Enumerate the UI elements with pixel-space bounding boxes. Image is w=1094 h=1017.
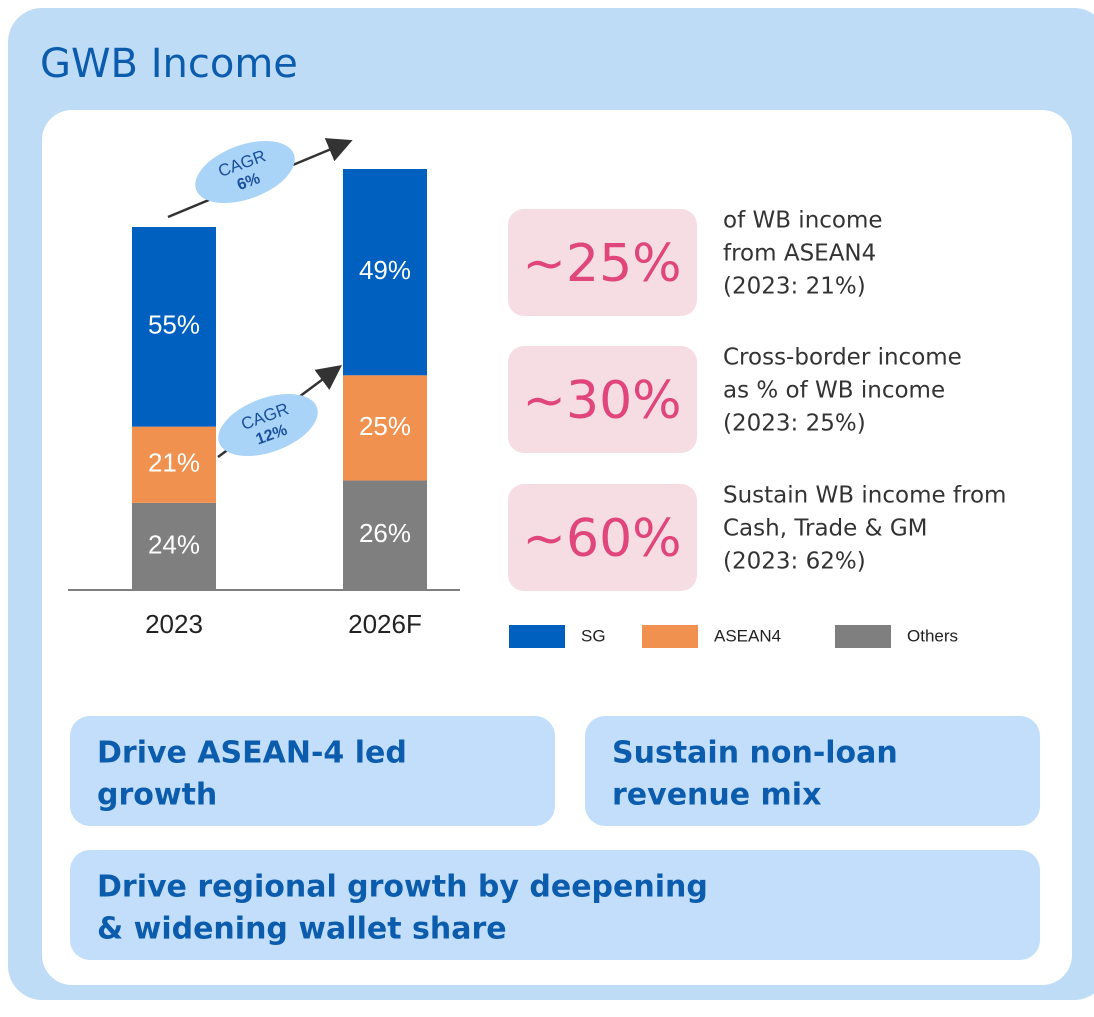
kpi-value: ~25% xyxy=(522,234,681,294)
legend-swatch xyxy=(835,625,891,648)
legend-label: ASEAN4 xyxy=(714,626,781,645)
x-tick-label: 2026F xyxy=(348,609,422,639)
page-title: GWB Income xyxy=(40,41,298,87)
value-label: 49% xyxy=(359,255,411,285)
bar-segment xyxy=(132,426,216,503)
x-tick-label: 2023 xyxy=(145,609,203,639)
kpi-text: (2023: 25%) xyxy=(723,411,866,437)
bar-segment xyxy=(343,375,427,481)
goal-text: & widening wallet share xyxy=(97,912,507,947)
cagr-ellipse xyxy=(218,394,318,456)
goal-pill xyxy=(585,716,1040,826)
kpi-box xyxy=(508,484,697,591)
kpi-text: Sustain WB income from xyxy=(723,483,1006,509)
kpi-value: ~60% xyxy=(522,509,681,569)
bar-segment xyxy=(132,502,216,590)
kpi-text: (2023: 62%) xyxy=(723,549,866,575)
kpi-text: Cross-border income xyxy=(723,345,962,371)
kpi-text: of WB income xyxy=(723,208,883,234)
legend-label: Others xyxy=(907,626,958,645)
kpi-value: ~30% xyxy=(522,371,681,431)
cagr-ellipse xyxy=(195,141,295,203)
goal-pill xyxy=(70,716,555,826)
value-label: 24% xyxy=(148,529,200,559)
kpi-box xyxy=(508,346,697,453)
kpi-text: Cash, Trade & GM xyxy=(723,516,928,542)
legend-label: SG xyxy=(581,626,606,645)
goal-text: Drive ASEAN-4 led xyxy=(97,736,407,771)
kpi-text: (2023: 21%) xyxy=(723,274,866,300)
bar-segment xyxy=(132,227,216,427)
goal-text: growth xyxy=(97,778,217,813)
goal-text: Sustain non-loan xyxy=(612,736,898,771)
goal-pill xyxy=(70,850,1040,960)
value-label: 26% xyxy=(359,518,411,548)
value-label: 55% xyxy=(148,310,200,340)
goal-text: revenue mix xyxy=(612,778,821,813)
bar-segment xyxy=(343,169,427,376)
kpi-text: as % of WB income xyxy=(723,378,945,404)
legend-swatch xyxy=(642,625,698,648)
kpi-box xyxy=(508,209,697,316)
legend-swatch xyxy=(509,625,565,648)
value-label: 21% xyxy=(148,448,200,478)
kpi-text: from ASEAN4 xyxy=(723,241,876,267)
bar-segment xyxy=(343,480,427,590)
goal-text: Drive regional growth by deepening xyxy=(97,870,708,905)
value-label: 25% xyxy=(359,411,411,441)
cagr-value: 6% xyxy=(235,170,263,194)
